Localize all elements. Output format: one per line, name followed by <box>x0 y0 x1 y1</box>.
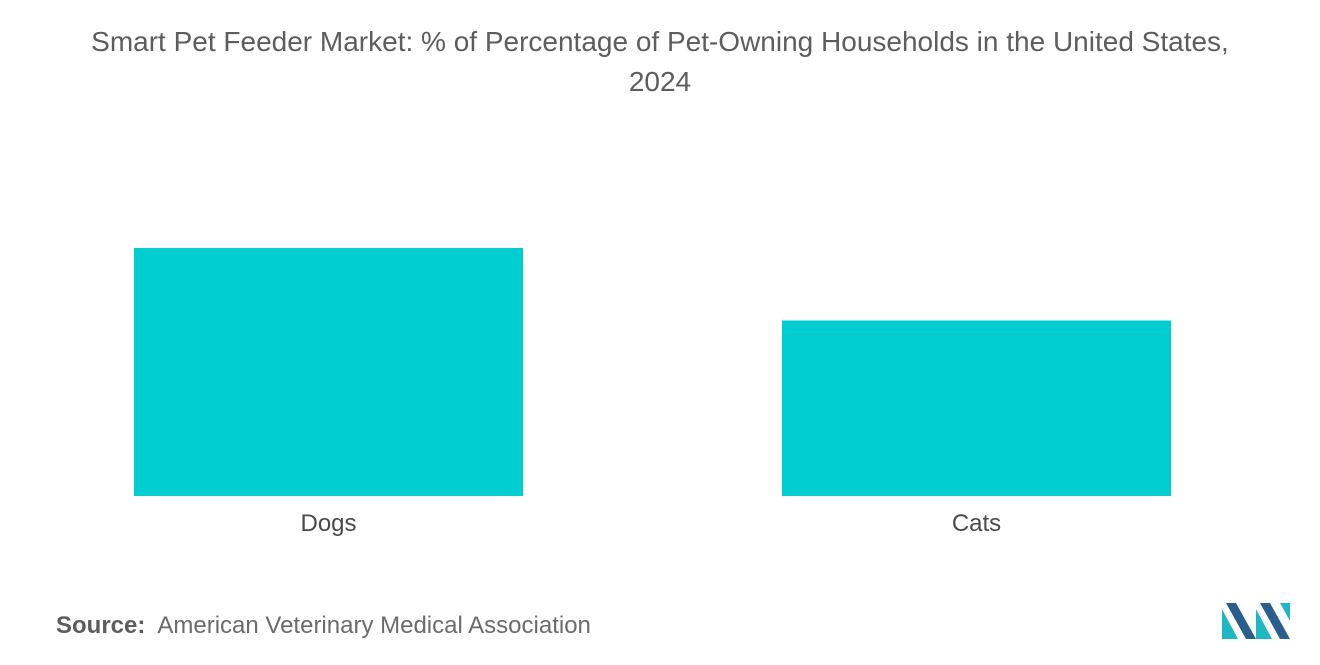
bar-dogs <box>134 248 523 496</box>
x-tick-labels: Dogs Cats <box>300 510 1001 537</box>
logo-shape-2 <box>1226 603 1256 639</box>
chart-title-line-2: 2024 <box>628 66 692 97</box>
bar-cats <box>782 320 1171 496</box>
x-tick-label-cats: Cats <box>952 510 1001 537</box>
logo-shape-5 <box>1280 603 1290 621</box>
bars-group <box>134 248 1171 496</box>
mordor-intelligence-logo-icon <box>1222 603 1290 639</box>
source-label: Source: <box>56 612 146 639</box>
logo-shape-3 <box>1256 609 1272 639</box>
source-text: American Veterinary Medical Association <box>157 612 591 639</box>
chart-title: Smart Pet Feeder Market: % of Percentage… <box>0 22 1320 102</box>
chart-title-line-1: Smart Pet Feeder Market: % of Percentage… <box>91 26 1229 57</box>
x-tick-label-dogs: Dogs <box>300 510 356 537</box>
logo-shape-4 <box>1260 603 1290 639</box>
logo-shape-1 <box>1222 609 1238 639</box>
source-note: Source: American Veterinary Medical Assoc… <box>56 612 591 640</box>
